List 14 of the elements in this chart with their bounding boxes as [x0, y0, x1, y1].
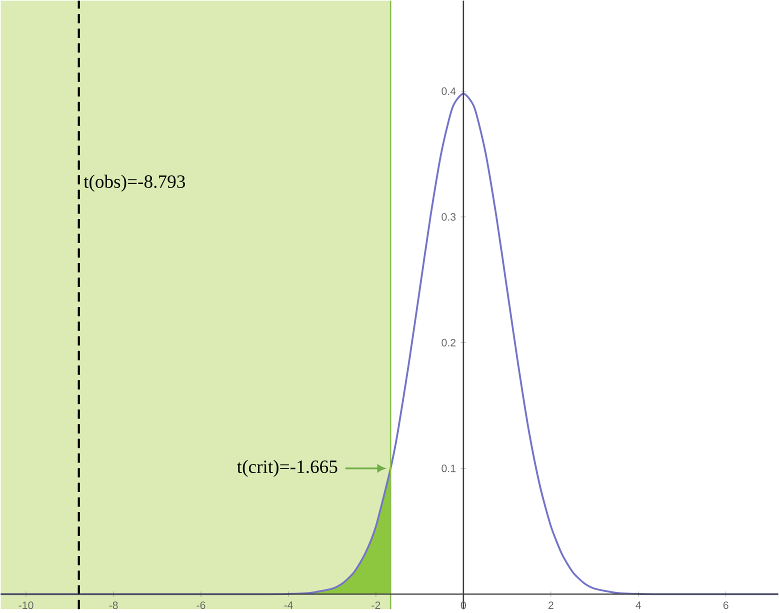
- x-tick-label: 6: [723, 601, 728, 609]
- y-tick-label: 0.2: [442, 338, 456, 346]
- x-tick-label: 2: [548, 601, 554, 609]
- y-tick-label: 0.4: [442, 87, 456, 95]
- x-tick-label: 4: [636, 601, 642, 609]
- x-tick-label: -4: [284, 601, 293, 609]
- annotation: t(crit)=-1.665: [237, 460, 338, 477]
- y-tick-label: 0.1: [442, 464, 456, 472]
- x-tick-label: -2: [372, 601, 380, 609]
- x-tick-label: -8: [109, 601, 118, 609]
- x-tick-label: -6: [196, 601, 206, 609]
- x-tick-label: -10: [18, 601, 34, 609]
- ref-line-label: t(obs)=-8.793: [84, 174, 185, 192]
- y-tick-label: 0.3: [442, 212, 456, 220]
